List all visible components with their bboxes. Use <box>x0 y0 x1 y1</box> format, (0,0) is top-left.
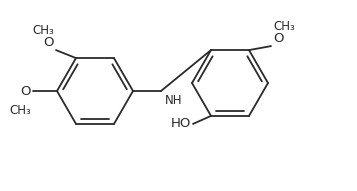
Text: CH₃: CH₃ <box>273 20 295 33</box>
Text: O: O <box>44 36 54 49</box>
Text: HO: HO <box>171 117 191 130</box>
Text: O: O <box>273 32 283 45</box>
Text: CH₃: CH₃ <box>9 104 31 117</box>
Text: O: O <box>20 84 31 97</box>
Text: CH₃: CH₃ <box>32 24 54 37</box>
Text: NH: NH <box>165 94 182 107</box>
